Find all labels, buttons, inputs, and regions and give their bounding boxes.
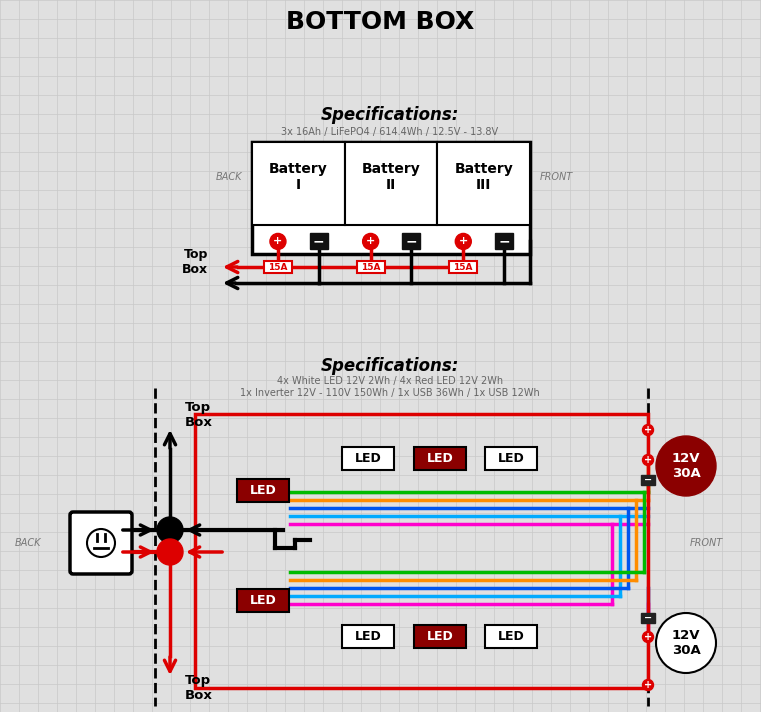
Text: +: +	[366, 236, 375, 246]
Text: LED: LED	[427, 451, 454, 464]
Text: Specifications:: Specifications:	[321, 106, 459, 124]
Text: LED: LED	[427, 629, 454, 642]
Bar	[237, 478, 289, 501]
Circle shape	[642, 454, 654, 466]
Bar	[264, 261, 292, 273]
Bar	[310, 234, 328, 249]
Circle shape	[362, 234, 379, 249]
Bar	[342, 446, 394, 469]
Bar	[345, 142, 438, 225]
Text: −: −	[644, 613, 652, 623]
Text: 15A: 15A	[454, 263, 473, 271]
Circle shape	[87, 529, 115, 557]
Bar	[414, 446, 466, 469]
Text: +: +	[644, 455, 652, 465]
Text: LED: LED	[498, 451, 524, 464]
Text: BACK: BACK	[215, 172, 242, 182]
Circle shape	[642, 632, 654, 642]
Text: 1x Inverter 12V - 110V 150Wh / 1x USB 36Wh / 1x USB 12Wh: 1x Inverter 12V - 110V 150Wh / 1x USB 36…	[240, 388, 540, 398]
Circle shape	[642, 679, 654, 691]
Text: Top
Box: Top Box	[185, 401, 213, 429]
Bar	[485, 624, 537, 647]
Text: −: −	[644, 475, 652, 485]
Bar	[342, 624, 394, 647]
Text: 12V
30A: 12V 30A	[672, 452, 700, 480]
Circle shape	[642, 424, 654, 436]
Bar	[195, 414, 648, 688]
Text: FRONT: FRONT	[689, 538, 723, 548]
Bar	[495, 234, 513, 249]
Text: Battery
II: Battery II	[361, 162, 420, 192]
Text: LED: LED	[498, 629, 524, 642]
Text: +: +	[459, 236, 468, 246]
Bar	[485, 446, 537, 469]
Circle shape	[455, 234, 471, 249]
Text: Specifications:: Specifications:	[321, 357, 459, 375]
Text: +: +	[644, 425, 652, 435]
Text: Battery
I: Battery I	[269, 162, 328, 192]
Circle shape	[157, 539, 183, 565]
Text: LED: LED	[250, 594, 276, 607]
Text: +: +	[644, 680, 652, 690]
Bar	[641, 613, 655, 623]
FancyBboxPatch shape	[70, 512, 132, 574]
Text: Battery
III: Battery III	[454, 162, 513, 192]
Text: FRONT: FRONT	[540, 172, 573, 182]
Bar	[403, 234, 420, 249]
Bar	[414, 624, 466, 647]
Bar	[357, 261, 384, 273]
Text: BACK: BACK	[14, 538, 41, 548]
Circle shape	[656, 613, 716, 673]
Text: −: −	[406, 234, 417, 248]
Circle shape	[270, 234, 286, 249]
Text: BOTTOM BOX: BOTTOM BOX	[286, 10, 474, 34]
Circle shape	[656, 436, 716, 496]
Text: LED: LED	[355, 629, 381, 642]
Text: LED: LED	[250, 483, 276, 496]
Circle shape	[157, 517, 183, 543]
Text: Top
Box: Top Box	[185, 674, 213, 702]
Text: 15A: 15A	[268, 263, 288, 271]
Text: +: +	[273, 236, 282, 246]
Text: +: +	[644, 632, 652, 642]
Text: 3x 16Ah / LiFePO4 / 614.4Wh / 12.5V - 13.8V: 3x 16Ah / LiFePO4 / 614.4Wh / 12.5V - 13…	[282, 127, 498, 137]
Text: −: −	[313, 234, 324, 248]
Bar	[252, 142, 530, 254]
Text: Top
Box: Top Box	[182, 248, 208, 276]
Bar	[449, 261, 477, 273]
Bar	[438, 142, 530, 225]
Text: 12V
30A: 12V 30A	[672, 629, 700, 657]
Text: 4x White LED 12V 2Wh / 4x Red LED 12V 2Wh: 4x White LED 12V 2Wh / 4x Red LED 12V 2W…	[277, 376, 503, 386]
Bar	[237, 589, 289, 612]
Text: LED: LED	[355, 451, 381, 464]
Text: −: −	[498, 234, 510, 248]
Bar	[641, 475, 655, 485]
Text: 15A: 15A	[361, 263, 380, 271]
Bar	[252, 142, 345, 225]
